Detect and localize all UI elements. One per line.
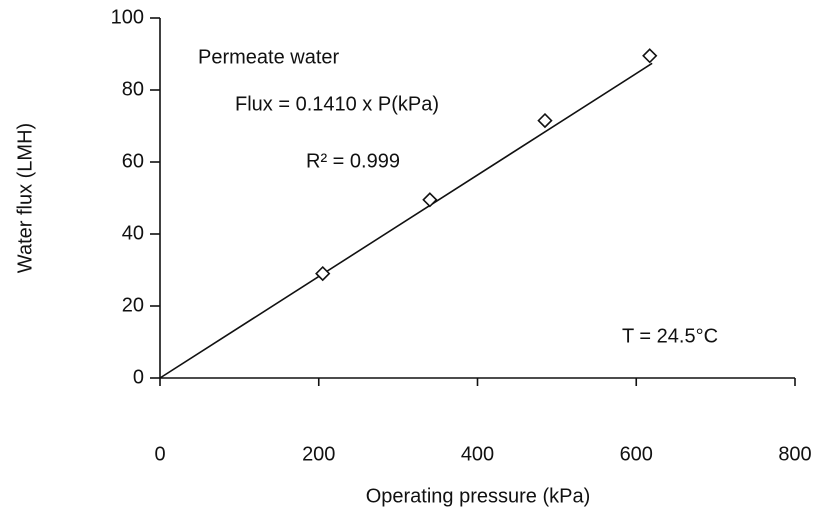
x-tick-label: 0 [154,443,165,465]
x-axis-label: Operating pressure (kPa) [366,485,591,507]
fit-line [159,62,653,379]
x-tick-label: 600 [620,443,653,465]
y-tick-label: 0 [133,366,144,388]
marker [537,112,553,129]
y-tick-label: 20 [122,294,144,316]
x-tick-label: 200 [302,443,335,465]
annotation: Flux = 0.1410 x P(kPa) [235,93,439,115]
marker [422,192,438,208]
marker [315,265,331,282]
y-tick-label: 80 [122,78,144,100]
y-tick-label: 60 [122,150,144,172]
y-axis-label: Water flux (LMH) [14,123,36,273]
annotation: R² = 0.999 [306,150,400,172]
marker [642,48,658,64]
y-tick-label: 100 [111,6,144,28]
annotation: T = 24.5°C [622,325,718,347]
x-tick-label: 400 [461,443,494,465]
x-tick-label: 800 [778,443,811,465]
y-tick-label: 40 [122,222,144,244]
annotation: Permeate water [198,46,340,68]
